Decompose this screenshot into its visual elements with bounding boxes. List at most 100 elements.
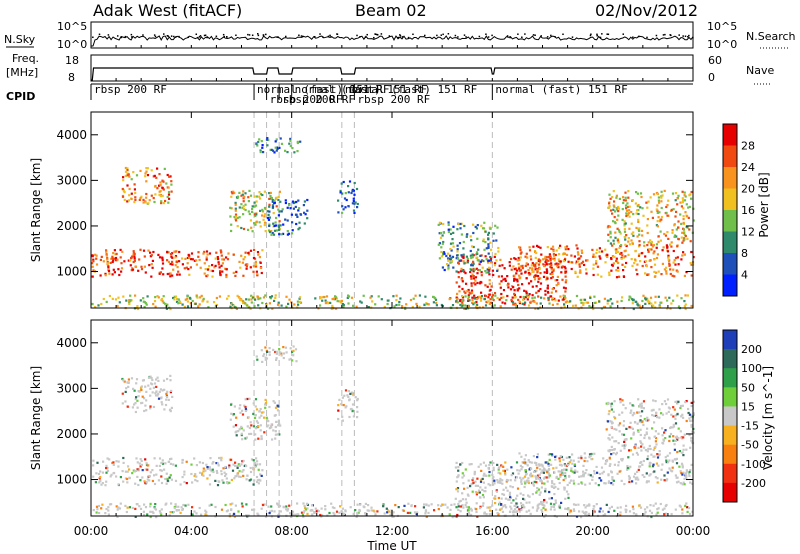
heatmap-cell [580,481,583,484]
heatmap-cell [516,259,519,262]
heatmap-cell [595,503,598,506]
heatmap-cell [226,258,230,261]
heatmap-cell [648,509,652,512]
heatmap-cell [533,264,536,267]
heatmap-cell [513,279,516,282]
heatmap-cell [477,489,481,492]
heatmap-cell [201,473,204,476]
heatmap-cell [273,401,276,404]
heatmap-cell [202,297,205,300]
heatmap-cell [144,271,147,274]
heatmap-cell [278,220,281,223]
heatmap-cell [500,503,503,506]
nsearch-dot [222,33,225,36]
colorbar-swatch [723,349,737,369]
heatmap-cell [282,356,285,360]
heatmap-cell [602,457,605,460]
heatmap-cell [518,267,521,270]
heatmap-cell [685,448,688,451]
heatmap-cell [110,473,113,476]
heatmap-cell [150,377,153,380]
heatmap-cell [299,140,302,143]
heatmap-cell [609,305,612,308]
heatmap-cell [669,426,673,429]
heatmap-cell [575,294,579,298]
heatmap-cell [115,259,118,262]
heatmap-cell [219,270,222,273]
heatmap-cell [344,192,347,195]
heatmap-cell [546,480,549,483]
heatmap-cell [649,447,652,451]
heatmap-cell [95,505,99,508]
colorbar-swatch [723,210,737,232]
heatmap-cell [682,444,685,447]
heatmap-cell [545,262,548,265]
heatmap-cell [683,232,686,235]
heatmap-cell [97,504,101,508]
heatmap-cell [631,404,634,407]
heatmap-cell [544,487,547,490]
heatmap-cell [225,273,228,276]
heatmap-cell [501,510,505,513]
heatmap-cell [500,464,503,467]
heatmap-cell [271,204,274,207]
heatmap-cell [529,474,532,477]
heatmap-cell [630,222,633,225]
heatmap-cell [418,305,421,308]
heatmap-cell [464,307,467,310]
heatmap-cell [111,297,114,300]
heatmap-cell [493,304,496,307]
heatmap-cell [679,404,683,408]
heatmap-cell [569,479,573,482]
heatmap-cell [391,515,394,518]
heatmap-cell [256,358,259,361]
heatmap-cell [575,515,579,518]
heatmap-cell [626,202,629,205]
heatmap-cell [218,266,221,269]
heatmap-cell [469,270,472,274]
heatmap-cell [656,481,659,484]
heatmap-cell [591,248,594,251]
heatmap-cell [677,480,680,483]
heatmap-cell [543,499,546,502]
heatmap-cell [572,482,576,485]
heatmap-cell [548,458,551,461]
heatmap-cell [99,476,102,479]
heatmap-cell [232,253,235,256]
heatmap-cell [275,149,278,152]
heatmap-cell [234,274,237,277]
heatmap-cell [358,508,361,512]
heatmap-cell [220,264,223,267]
heatmap-cell [619,398,622,401]
heatmap-cell [235,219,238,222]
heatmap-cell [492,466,495,469]
heatmap-cell [595,262,598,265]
heatmap-cell [262,218,265,221]
heatmap-cell [268,351,271,354]
heatmap-cell [201,300,204,303]
heatmap-cell [464,295,467,298]
heatmap-cell [528,509,531,512]
heatmap-cell [530,264,533,267]
heatmap-cell [189,302,192,305]
heatmap-cell [592,511,595,514]
heatmap-cell [461,498,465,501]
heatmap-cell [674,192,678,195]
heatmap-cell [637,220,640,223]
heatmap-cell [619,514,622,517]
heatmap-cell [612,410,615,413]
heatmap-cell [461,492,464,495]
heatmap-cell [456,490,460,493]
heatmap-cell [509,505,512,508]
heatmap-cell [615,269,618,272]
heatmap-cell [620,257,623,260]
heatmap-cell [161,459,164,462]
heatmap-cell [298,221,301,224]
heatmap-cell [660,468,663,471]
heatmap-cell [684,504,687,507]
heatmap-cell [596,265,599,268]
heatmap-cell [356,416,359,419]
heatmap-cell [409,511,412,514]
heatmap-cell [448,513,451,516]
